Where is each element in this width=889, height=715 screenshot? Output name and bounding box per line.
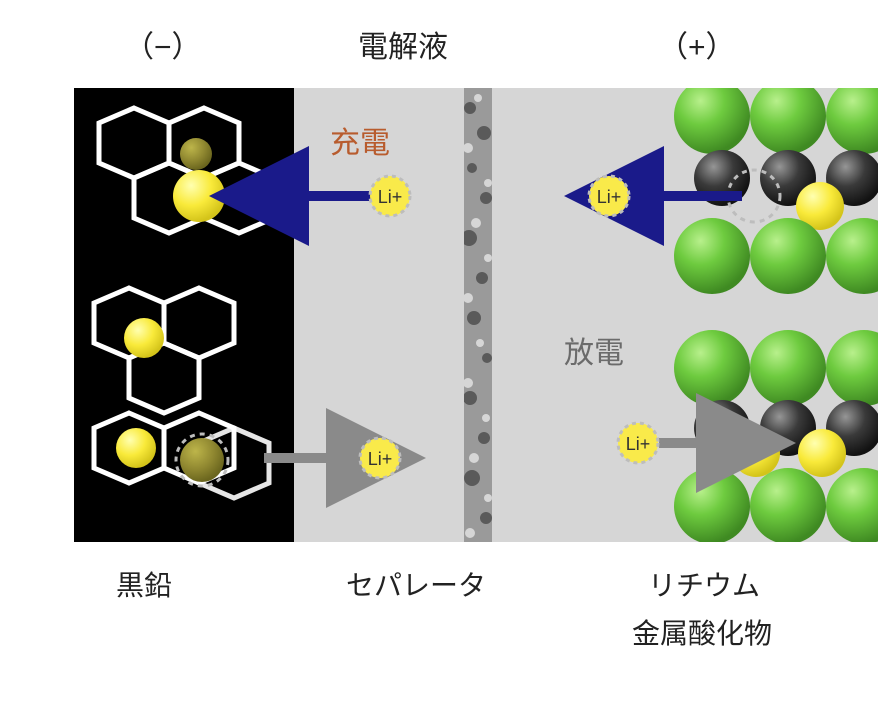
- label-graphite: 黒鉛: [116, 564, 172, 604]
- diagram-svg: Li+ Li+ Li+ Li+: [74, 88, 878, 542]
- arrows: [264, 196, 742, 458]
- li-label-3: Li+: [368, 449, 393, 469]
- diagram-main: Li+ Li+ Li+ Li+ 充電 放電: [74, 88, 878, 542]
- li-label-2: Li+: [597, 187, 622, 207]
- label-electrolyte: 電解液: [358, 22, 448, 66]
- label-cathode-1: リチウム: [648, 564, 760, 604]
- label-separator: セパレータ: [346, 564, 486, 604]
- li-label-1: Li+: [378, 187, 403, 207]
- cathode-structure: [674, 88, 878, 542]
- label-cathode-2: 金属酸化物: [632, 612, 772, 652]
- li-ion-bubbles: Li+ Li+ Li+ Li+: [360, 176, 658, 478]
- label-minus: （−）: [124, 22, 202, 66]
- label-plus: （+）: [658, 22, 736, 66]
- li-label-4: Li+: [626, 434, 651, 454]
- label-discharge: 放電: [564, 328, 624, 372]
- label-charge: 充電: [330, 118, 390, 162]
